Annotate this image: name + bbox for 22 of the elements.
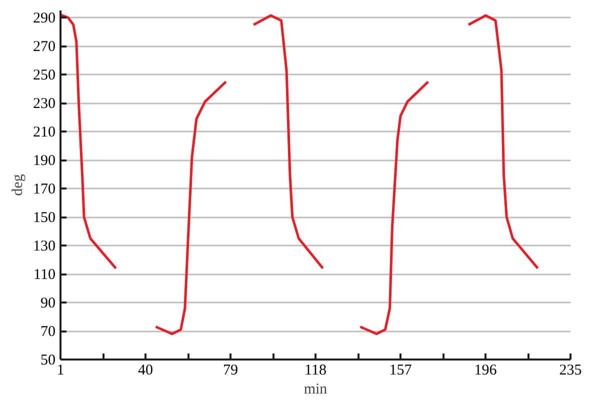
x-tick-label: 235	[559, 362, 582, 378]
x-tick-label: 157	[389, 362, 412, 378]
y-tick-label: 90	[40, 296, 56, 312]
y-tick-label: 210	[33, 124, 56, 141]
y-tick-label: 150	[33, 210, 56, 226]
y-tick-label: 50	[40, 352, 56, 368]
y-tick-label: 170	[33, 182, 56, 198]
y-tick-label: 70	[40, 324, 56, 340]
y-tick-label: 110	[34, 267, 56, 284]
y-tick-label: 270	[33, 39, 56, 56]
x-tick-label: 118	[304, 362, 326, 378]
x-tick-label: 1	[56, 362, 64, 378]
x-tick-label: 79	[223, 362, 238, 378]
x-axis-title: min	[304, 382, 328, 398]
y-tick-label: 290	[33, 10, 56, 27]
y-tick-label: 250	[33, 68, 56, 84]
x-tick-label: 40	[138, 362, 153, 378]
x-tick-label: 196	[474, 362, 498, 378]
y-axis-title: deg	[10, 174, 26, 196]
y-tick-label: 130	[33, 238, 56, 255]
y-tick-label: 230	[33, 96, 56, 112]
y-tick-label: 190	[33, 153, 56, 170]
